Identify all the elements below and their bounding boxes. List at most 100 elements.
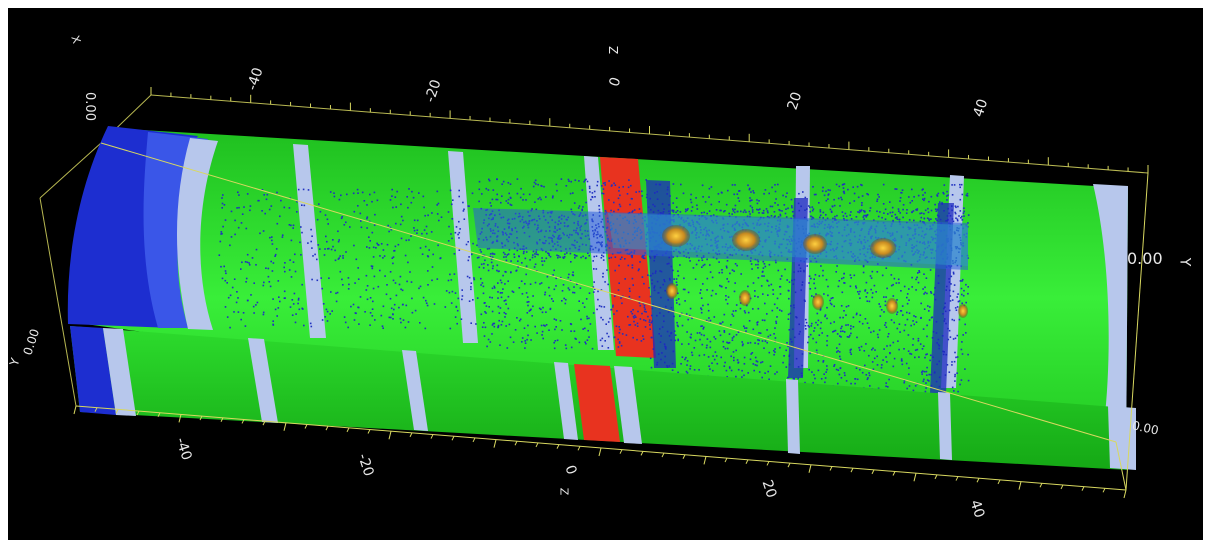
tracker-hit — [574, 254, 577, 257]
tracker-hit — [837, 350, 839, 352]
tracker-hit — [829, 322, 832, 325]
tracker-hit — [479, 249, 482, 251]
tracker-hit — [534, 253, 536, 255]
tracker-hit — [957, 390, 959, 393]
tracker-hit — [761, 376, 763, 379]
tracker-hit — [957, 293, 959, 295]
tracker-hit — [852, 186, 854, 188]
tracker-hit — [343, 316, 346, 318]
y-axis-tick-right: 0.00 — [1127, 249, 1163, 268]
tracker-hit — [727, 280, 730, 283]
tracker-hit — [960, 183, 963, 186]
tracker-hit — [483, 302, 486, 304]
tracker-hit — [752, 328, 755, 331]
event-display-viewport[interactable]: X 0.00 Z -40 -20 0 20 40 0.00 Y Y 0.00 0… — [8, 8, 1203, 540]
tracker-hit — [951, 364, 953, 366]
tracker-hit — [758, 371, 761, 373]
tracker-hit — [773, 349, 775, 352]
tracker-hit — [839, 358, 842, 360]
tracker-hit — [600, 305, 603, 308]
tracker-hit — [961, 218, 964, 221]
tracker-hit — [419, 247, 422, 249]
tracker-hit — [262, 311, 265, 314]
tracker-hit — [775, 322, 778, 324]
tracker-hit — [256, 301, 259, 304]
tracker-hit — [615, 325, 618, 328]
tracker-hit — [289, 306, 292, 308]
tracker-hit — [564, 253, 566, 255]
tracker-hit — [926, 374, 928, 376]
tracker-hit — [455, 226, 458, 228]
tracker-hit — [438, 219, 440, 222]
tracker-hit — [840, 327, 842, 330]
tracker-hit — [610, 308, 613, 311]
tracker-hit — [675, 211, 677, 214]
tracker-hit — [593, 255, 595, 258]
tracker-hit — [569, 279, 572, 282]
tracker-hit — [690, 201, 693, 204]
tracker-hit — [943, 184, 946, 186]
tracker-hit — [773, 303, 776, 306]
tracker-hit — [350, 305, 352, 308]
tracker-hit — [686, 372, 689, 374]
tracker-hit — [699, 292, 701, 294]
tracker-hit — [677, 298, 680, 300]
tracker-hit — [819, 327, 822, 330]
tracker-hit — [930, 209, 933, 212]
tracker-hit — [613, 336, 616, 338]
tracker-hit — [917, 272, 919, 274]
tracker-hit — [602, 182, 605, 185]
tracker-hit — [751, 206, 753, 209]
tracker-hit — [675, 299, 678, 302]
tracker-hit — [915, 321, 918, 323]
tracker-hit — [921, 371, 923, 373]
tracker-hit — [224, 270, 227, 272]
tracker-hit — [866, 193, 868, 195]
tracker-hit — [760, 361, 762, 364]
tracker-hit — [922, 194, 924, 196]
tracker-hit — [785, 195, 787, 198]
tracker-hit — [889, 201, 891, 203]
tracker-hit — [960, 348, 963, 351]
energy-clusters — [662, 225, 968, 318]
tracker-hit — [718, 201, 720, 203]
tracker-hit — [684, 300, 686, 302]
tracker-hit — [783, 355, 785, 357]
tracker-hit — [496, 178, 498, 180]
tracker-hit — [549, 255, 552, 258]
tracker-hit — [836, 265, 838, 267]
tracker-hit — [837, 285, 840, 288]
tracker-hit — [631, 256, 633, 259]
tracker-hit — [428, 249, 430, 251]
tracker-hit — [620, 344, 623, 347]
tracker-hit — [554, 328, 556, 331]
tracker-hit — [701, 266, 703, 268]
tracker-hit — [900, 290, 902, 292]
tracker-hit — [455, 306, 458, 308]
tracker-hit — [817, 369, 820, 372]
tracker-hit — [774, 190, 777, 193]
tracker-hit — [926, 353, 928, 355]
tracker-hit — [712, 355, 714, 357]
tracker-hit — [849, 351, 852, 354]
tracker-hit — [757, 307, 760, 310]
tracker-hit — [457, 233, 459, 236]
tracker-hit — [948, 309, 951, 312]
tracker-hit — [245, 281, 247, 283]
tracker-hit — [470, 286, 472, 288]
tracker-hit — [372, 246, 375, 249]
tracker-hit — [764, 265, 767, 268]
tracker-hit — [279, 300, 281, 303]
tracker-hit — [505, 200, 508, 202]
tracker-hit — [850, 325, 852, 327]
tracker-hit — [763, 263, 766, 265]
tracker-hit — [703, 354, 706, 356]
tracker-hit — [812, 186, 814, 188]
tick-mark — [871, 469, 875, 475]
tracker-hit — [505, 256, 507, 258]
tracker-hit — [906, 293, 909, 295]
tracker-hit — [742, 343, 744, 345]
tracker-hit — [427, 270, 429, 272]
tracker-hit — [788, 281, 791, 283]
tracker-hit — [548, 252, 550, 255]
